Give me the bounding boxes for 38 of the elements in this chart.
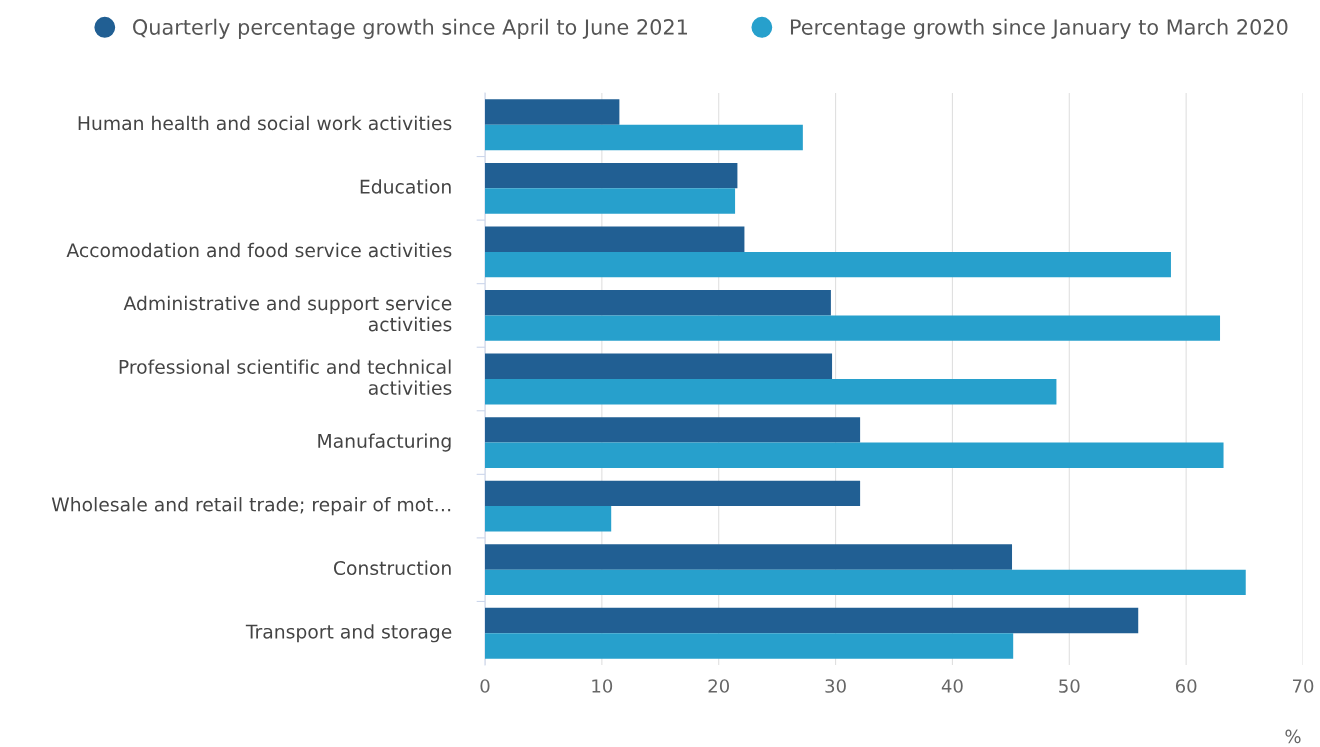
bar (485, 226, 745, 252)
bar (485, 251, 1171, 278)
bar (485, 99, 620, 125)
bar (485, 480, 861, 507)
bar (485, 506, 612, 532)
x-tick-label: 40 (941, 679, 963, 693)
bar (485, 417, 861, 443)
y-tick-label: Transport and storage (245, 624, 452, 643)
x-tick-label: 10 (592, 679, 613, 693)
bar (485, 353, 833, 379)
bar (485, 315, 1221, 341)
y-tick-label: Manufacturing (318, 433, 451, 452)
x-tick-label: 50 (1059, 679, 1080, 693)
bar (485, 124, 803, 151)
legend-label: Quarterly percentage growth since April to June 2021 (133, 18, 688, 39)
y-tick-label: Accomodation and food service activities (66, 242, 452, 258)
bar (485, 569, 1246, 596)
x-tick-label: 30 (825, 679, 846, 693)
bar (485, 544, 1013, 570)
bar (485, 290, 831, 316)
bar (485, 607, 1139, 634)
y-tick-label: Administrative and support service activities (123, 295, 452, 332)
y-tick-label: Professional scientific and technical activities (119, 359, 452, 395)
bar (485, 188, 736, 214)
x-tick-label: 60 (1175, 679, 1197, 693)
bar (485, 442, 1224, 468)
y-tick-label: Human health and social work activities (78, 115, 452, 131)
bar (485, 162, 738, 189)
y-tick-label: Wholesale and retail trade; repair of mot… (51, 497, 451, 516)
bar (485, 633, 1014, 659)
x-tick-label: 0 (480, 679, 490, 693)
bar (485, 379, 1057, 405)
legend-label: Percentage growth since January to March 2020 (790, 18, 1288, 39)
x-tick-label: 20 (708, 679, 729, 693)
x-tick-label: 70 (1292, 679, 1314, 693)
y-tick-label: Construction (333, 560, 451, 576)
y-tick-label: Education (360, 179, 451, 194)
x-axis-title: % (1285, 729, 1301, 744)
